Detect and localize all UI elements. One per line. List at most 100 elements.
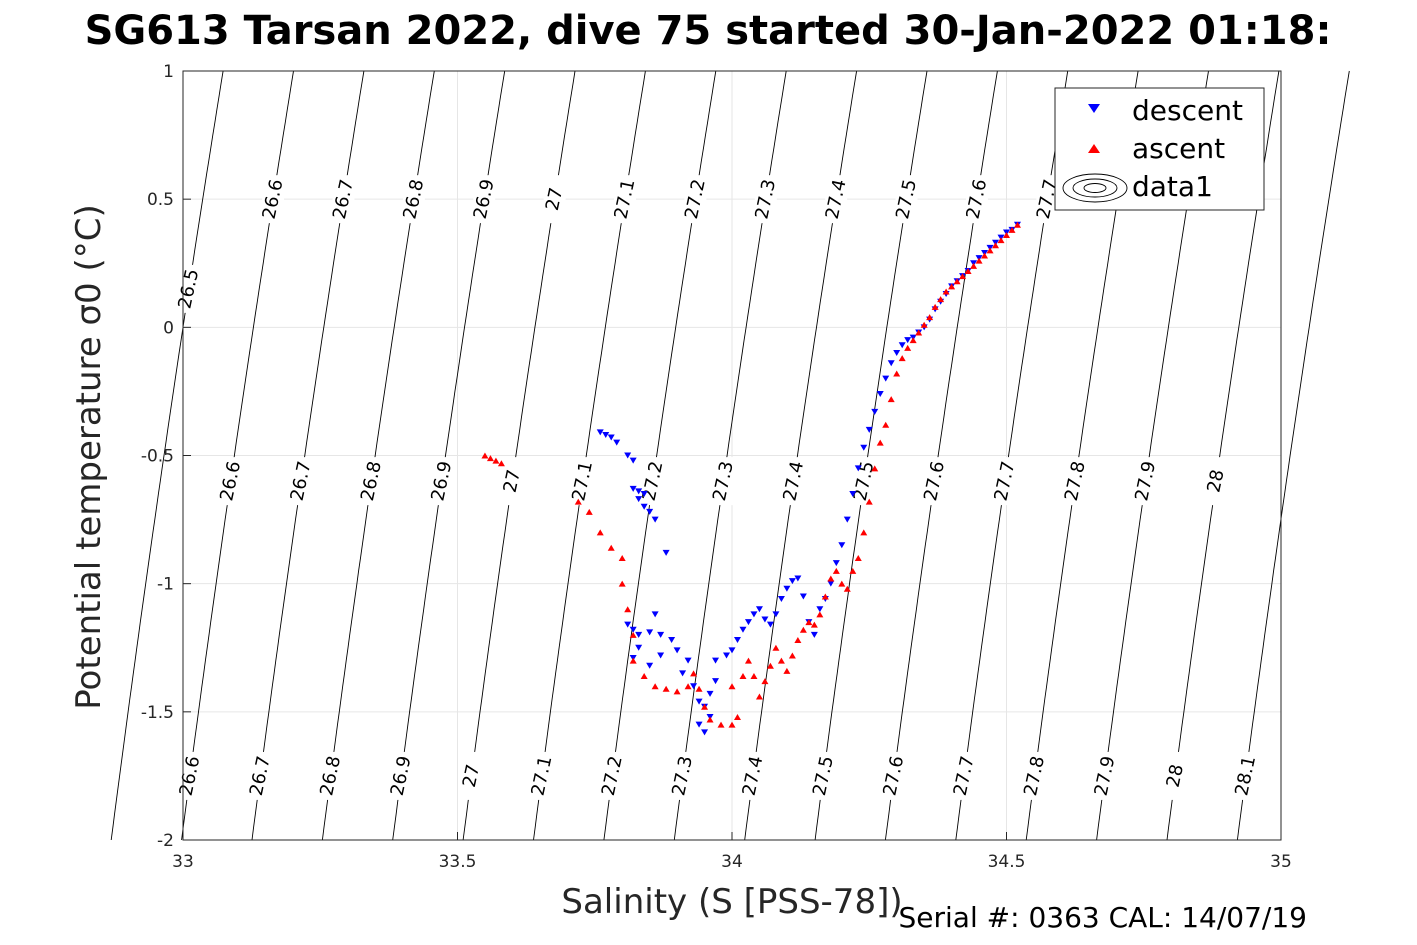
ascent-point xyxy=(706,716,714,723)
descent-point xyxy=(695,721,703,728)
ascent-point xyxy=(904,344,912,351)
ascent-point xyxy=(860,529,868,536)
ascent-point xyxy=(618,555,626,562)
ascent-point xyxy=(662,685,670,692)
descent-point xyxy=(904,337,912,344)
ascent-point xyxy=(887,396,895,403)
contour-label-bg xyxy=(641,457,664,506)
descent-point xyxy=(810,631,818,638)
contour-label-bg xyxy=(1064,457,1087,506)
descent-point xyxy=(706,690,714,697)
ascent-point xyxy=(777,657,785,664)
ascent-point xyxy=(871,465,879,472)
ascent-point xyxy=(997,237,1005,244)
contour-label-bg xyxy=(742,751,765,800)
descent-point xyxy=(871,408,879,415)
descent-point xyxy=(624,621,632,628)
descent-point xyxy=(635,488,643,495)
ascent-point xyxy=(970,262,978,269)
descent-point xyxy=(629,457,637,464)
contour-label-bg xyxy=(993,457,1016,506)
descent-point xyxy=(684,657,692,664)
ascent-point xyxy=(909,337,917,344)
descent-point xyxy=(876,390,884,397)
ascent-point xyxy=(684,683,692,690)
axis-ticks: 33 33.5 34 34.5 35 -2 -1.5 -1 -0.5 0 0.5 1 xyxy=(141,62,1292,872)
descent-point xyxy=(651,516,659,523)
ascent-point xyxy=(942,288,950,295)
ascent-point xyxy=(624,606,632,613)
ascent-point xyxy=(750,672,758,679)
descent-point xyxy=(728,647,736,654)
x-tick-label: 33.5 xyxy=(439,852,477,872)
contour-label-bg xyxy=(332,175,355,224)
contour-label-bg xyxy=(571,457,594,506)
ascent-point xyxy=(772,644,780,651)
y-tick-label: 0.5 xyxy=(147,190,174,210)
descent-point xyxy=(646,629,654,636)
y-tick-label: -1 xyxy=(157,575,174,595)
ascent-point xyxy=(964,267,972,274)
ascent-point xyxy=(849,567,857,574)
descent-point xyxy=(849,490,857,497)
ascent-point xyxy=(744,657,752,664)
ascent-point xyxy=(876,439,884,446)
descent-point xyxy=(838,542,846,549)
ascent-point xyxy=(690,670,698,677)
descent-point xyxy=(629,485,637,492)
contour-label-bg xyxy=(825,175,848,224)
descent-point xyxy=(651,611,659,618)
descent-point xyxy=(712,678,720,685)
ascent-point xyxy=(1003,232,1010,239)
legend-box xyxy=(1054,87,1265,211)
ascent-point xyxy=(821,593,829,600)
contour-label: 27 xyxy=(542,186,567,213)
contour-label-bg xyxy=(319,751,342,800)
descent-point xyxy=(657,631,665,638)
descent-point xyxy=(596,429,604,436)
descent-point xyxy=(755,606,763,613)
ascent-point xyxy=(838,580,846,587)
descent-point xyxy=(832,560,840,567)
descent-point xyxy=(865,426,873,433)
contour-label-bg xyxy=(1036,175,1059,224)
contour-label-bg xyxy=(1205,457,1228,506)
ascent-point xyxy=(728,721,736,728)
ascent-point xyxy=(486,455,494,462)
descent-point xyxy=(827,580,835,587)
legend-data1-label: data1 xyxy=(1132,170,1213,203)
y-tick-label: -2 xyxy=(157,831,174,851)
descent-point xyxy=(613,439,621,446)
legend-ascent-marker xyxy=(1088,144,1100,153)
ascent-point xyxy=(937,296,945,303)
descent-point xyxy=(744,619,752,626)
ascent-point xyxy=(701,703,709,710)
contour-label-bg xyxy=(1234,751,1257,800)
ascent-point xyxy=(783,667,791,674)
descent-point xyxy=(750,611,758,618)
descent-point xyxy=(766,621,774,628)
ascent-point xyxy=(629,631,637,638)
descent-point xyxy=(893,349,901,356)
contour-label-bg xyxy=(249,751,272,800)
ascent-point xyxy=(492,457,500,464)
descent-point xyxy=(701,729,709,736)
contour-label-bg xyxy=(360,457,383,506)
ascent-point xyxy=(832,567,840,574)
descent-point xyxy=(733,637,741,644)
descent-point xyxy=(635,496,643,503)
descent-point xyxy=(695,698,703,705)
ascent-point xyxy=(959,273,967,280)
descent-point xyxy=(799,593,807,600)
descent-point xyxy=(646,508,654,515)
legend: descent ascent data1 xyxy=(1054,87,1265,211)
contour-label-bg xyxy=(290,457,313,506)
ascent-point xyxy=(986,247,994,254)
descent-point xyxy=(887,360,895,367)
x-tick-label: 33 xyxy=(172,852,194,872)
contour-label-bg xyxy=(684,175,707,224)
ascent-point xyxy=(651,683,659,690)
ascent-point xyxy=(953,278,961,285)
contour-label: 28 xyxy=(1203,468,1228,495)
descent-point xyxy=(690,683,698,690)
